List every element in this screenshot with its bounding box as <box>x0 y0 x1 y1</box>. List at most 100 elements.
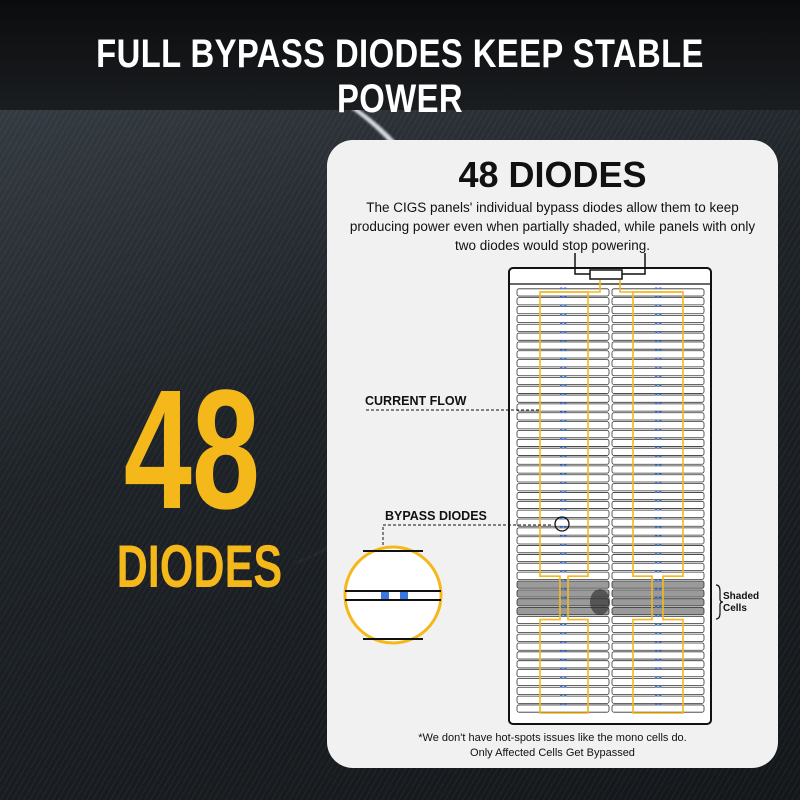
bypass-diode <box>655 305 658 307</box>
bypass-diode <box>655 331 658 334</box>
bypass-diode <box>560 482 563 484</box>
solar-cell <box>516 465 610 474</box>
bypass-diode <box>560 464 563 467</box>
bypass-diode <box>560 535 563 538</box>
bypass-diode <box>655 650 658 653</box>
bypass-diode <box>560 641 563 644</box>
bypass-diode <box>564 358 567 360</box>
solar-cell <box>516 323 610 332</box>
magnified-diode <box>381 592 389 599</box>
solar-cell <box>516 554 610 563</box>
bypass-diode <box>560 668 563 670</box>
bypass-diode <box>655 606 658 608</box>
bypass-diode <box>564 420 567 422</box>
solar-cell <box>611 447 705 456</box>
solar-cell <box>611 660 705 669</box>
bypass-diode <box>564 455 567 458</box>
bypass-diode <box>560 491 563 493</box>
solar-cell <box>611 633 705 642</box>
solar-cell <box>516 341 610 350</box>
solar-cell <box>611 332 705 341</box>
bypass-diode <box>560 331 563 334</box>
solar-cell <box>611 624 705 633</box>
bypass-diode <box>564 376 567 378</box>
bypass-diode <box>655 535 658 538</box>
solar-cell <box>611 306 705 315</box>
bypass-diode <box>659 420 662 422</box>
bypass-diode <box>655 322 658 325</box>
bypass-diode <box>560 570 563 573</box>
solar-cell <box>611 403 705 412</box>
bypass-diode <box>560 588 563 591</box>
bypass-diode <box>560 367 563 369</box>
bypass-diode <box>655 632 658 635</box>
bypass-diodes-label: BYPASS DIODES <box>385 509 487 523</box>
solar-cell <box>611 412 705 421</box>
bypass-diode <box>659 677 662 679</box>
bypass-diode <box>564 641 567 644</box>
bypass-diode <box>659 570 662 573</box>
solar-cell <box>611 368 705 377</box>
bypass-diode <box>560 411 563 414</box>
bypass-diode <box>560 455 563 458</box>
bypass-diode <box>655 438 658 440</box>
bypass-diode <box>564 305 567 307</box>
solar-cell <box>611 430 705 439</box>
bypass-diode <box>564 500 567 502</box>
bypass-diode <box>659 632 662 635</box>
bypass-diode <box>659 615 662 617</box>
bypass-diode <box>564 438 567 440</box>
solar-cell <box>611 562 705 571</box>
bypass-diode <box>560 296 563 298</box>
bypass-diode <box>659 367 662 369</box>
bypass-diode <box>655 420 658 422</box>
solar-cell <box>611 421 705 430</box>
bypass-diode <box>655 455 658 458</box>
bypass-diode <box>659 411 662 414</box>
bypass-diode <box>655 703 658 706</box>
solar-cell <box>611 554 705 563</box>
solar-cell <box>611 474 705 483</box>
bypass-diode <box>564 526 567 529</box>
solar-cell <box>516 669 610 678</box>
solar-cell <box>516 359 610 368</box>
solar-cell <box>516 332 610 341</box>
bypass-diode <box>564 393 567 396</box>
solar-cell <box>516 509 610 518</box>
bypass-diode <box>659 668 662 670</box>
shadow-spot <box>590 589 610 615</box>
card-title: 48 DIODES <box>458 154 647 195</box>
bypass-diode <box>655 402 658 405</box>
bypass-diode <box>560 623 563 626</box>
bypass-diode <box>659 287 662 290</box>
bypass-diode <box>659 606 662 608</box>
bypass-diode <box>564 703 567 706</box>
bypass-diode-leader <box>382 524 553 545</box>
bypass-diode <box>564 650 567 653</box>
bypass-diode <box>560 305 563 307</box>
bypass-diode <box>560 579 563 582</box>
shaded-brace <box>715 584 724 620</box>
bypass-diode <box>659 641 662 644</box>
bypass-diode <box>659 429 662 431</box>
bypass-diode <box>564 296 567 298</box>
bypass-diode <box>659 314 662 316</box>
bypass-diode <box>560 473 563 476</box>
solar-cell <box>611 297 705 306</box>
bypass-diode <box>564 384 567 387</box>
bypass-diode <box>659 650 662 653</box>
bypass-diode <box>655 659 658 661</box>
solar-cell <box>516 412 610 421</box>
hero-label: DIODES <box>116 533 283 600</box>
solar-cell <box>516 438 610 447</box>
junction-box <box>589 269 623 280</box>
bypass-diode <box>560 561 563 564</box>
bypass-diode <box>659 588 662 591</box>
solar-cell <box>516 376 610 385</box>
bypass-diode <box>659 331 662 334</box>
bypass-diode <box>560 677 563 679</box>
bypass-diode <box>659 659 662 661</box>
solar-cell <box>611 695 705 704</box>
bypass-diode <box>564 429 567 431</box>
solar-cell <box>516 456 610 465</box>
